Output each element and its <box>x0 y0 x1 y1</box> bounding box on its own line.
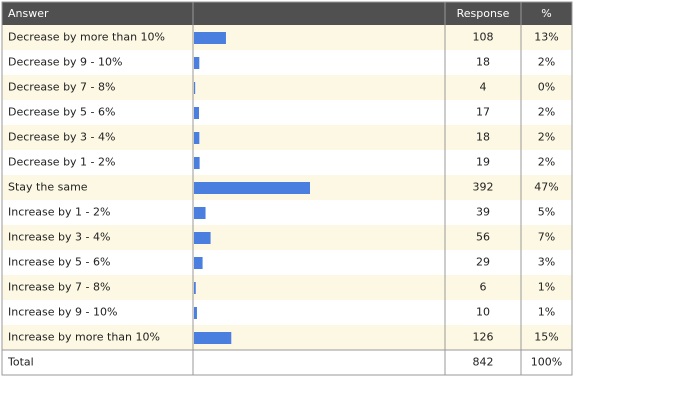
answer-cell: Stay the same <box>8 181 88 194</box>
response-bar <box>194 82 196 94</box>
answer-cell: Decrease by 1 - 2% <box>8 156 115 169</box>
total-label: Total <box>7 356 34 369</box>
response-cell: 18 <box>476 131 490 144</box>
answer-cell: Increase by more than 10% <box>8 331 160 344</box>
response-bar <box>194 232 211 244</box>
percent-cell: 5% <box>538 206 555 219</box>
total-bg <box>2 350 572 375</box>
response-bar <box>194 57 200 69</box>
row-bg <box>2 325 572 350</box>
total-response: 842 <box>473 356 494 369</box>
response-bar <box>194 157 200 169</box>
header-answer: Answer <box>8 7 49 20</box>
response-cell: 19 <box>476 156 490 169</box>
row-bg <box>2 275 572 300</box>
response-cell: 18 <box>476 56 490 69</box>
row-bg <box>2 125 572 150</box>
percent-cell: 47% <box>534 181 558 194</box>
response-cell: 4 <box>480 81 487 94</box>
answer-cell: Increase by 5 - 6% <box>8 256 110 269</box>
answer-cell: Increase by 9 - 10% <box>8 306 117 319</box>
response-bar <box>194 32 226 44</box>
response-bar <box>194 132 200 144</box>
percent-cell: 1% <box>538 306 555 319</box>
row-bg <box>2 225 572 250</box>
row-bg <box>2 200 572 225</box>
response-cell: 108 <box>473 31 494 44</box>
answer-cell: Decrease by 7 - 8% <box>8 81 115 94</box>
total-percent: 100% <box>531 356 562 369</box>
answer-cell: Increase by 1 - 2% <box>8 206 110 219</box>
answer-cell: Decrease by 5 - 6% <box>8 106 115 119</box>
response-cell: 56 <box>476 231 490 244</box>
response-cell: 29 <box>476 256 490 269</box>
response-cell: 10 <box>476 306 490 319</box>
row-bg <box>2 300 572 325</box>
percent-cell: 7% <box>538 231 555 244</box>
response-cell: 39 <box>476 206 490 219</box>
row-bg <box>2 25 572 50</box>
response-cell: 17 <box>476 106 490 119</box>
answer-cell: Decrease by more than 10% <box>8 31 165 44</box>
percent-cell: 2% <box>538 56 555 69</box>
response-bar <box>194 107 200 119</box>
response-bar <box>194 282 196 294</box>
header-response: Response <box>457 7 510 20</box>
header-bg <box>2 2 572 25</box>
response-bar <box>194 332 232 344</box>
percent-cell: 0% <box>538 81 555 94</box>
answer-cell: Increase by 3 - 4% <box>8 231 110 244</box>
percent-cell: 2% <box>538 106 555 119</box>
percent-cell: 3% <box>538 256 555 269</box>
percent-cell: 1% <box>538 281 555 294</box>
percent-cell: 2% <box>538 156 555 169</box>
row-bg <box>2 150 572 175</box>
answer-cell: Decrease by 3 - 4% <box>8 131 115 144</box>
response-cell: 126 <box>473 331 494 344</box>
response-bar <box>194 257 203 269</box>
percent-cell: 15% <box>534 331 558 344</box>
response-bar <box>194 182 310 194</box>
percent-cell: 2% <box>538 131 555 144</box>
answer-cell: Decrease by 9 - 10% <box>8 56 122 69</box>
table-border <box>1 1 573 376</box>
row-bg <box>2 250 572 275</box>
response-bar <box>194 207 206 219</box>
row-bg <box>2 75 572 100</box>
header-percent: % <box>541 7 551 20</box>
row-bg <box>2 100 572 125</box>
response-bar <box>194 307 197 319</box>
percent-cell: 13% <box>534 31 558 44</box>
answer-cell: Increase by 7 - 8% <box>8 281 110 294</box>
response-cell: 392 <box>473 181 494 194</box>
row-bg <box>2 50 572 75</box>
response-cell: 6 <box>480 281 487 294</box>
